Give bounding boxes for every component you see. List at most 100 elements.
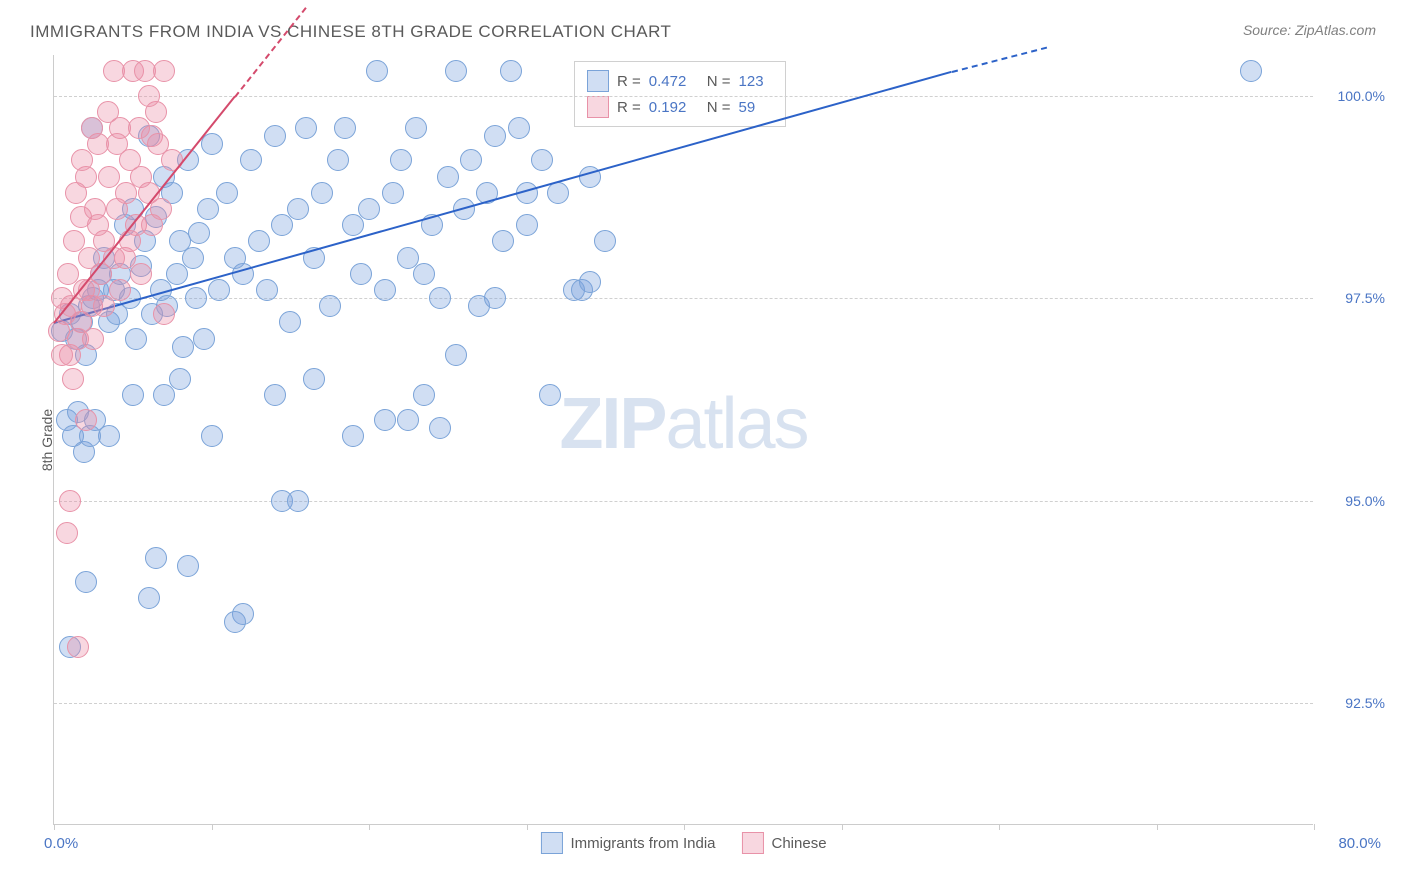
scatter-point (374, 409, 396, 431)
scatter-point (539, 384, 561, 406)
scatter-point (484, 287, 506, 309)
scatter-point (59, 490, 81, 512)
scatter-point (413, 263, 435, 285)
scatter-point (193, 328, 215, 350)
legend-r-label: R = (617, 99, 641, 116)
scatter-point (109, 279, 131, 301)
scatter-point (374, 279, 396, 301)
legend-swatch (587, 96, 609, 118)
x-tick (842, 824, 843, 830)
scatter-point (172, 336, 194, 358)
gridline (54, 703, 1313, 704)
y-axis-label: 8th Grade (39, 408, 55, 470)
scatter-point (366, 60, 388, 82)
scatter-point (264, 125, 286, 147)
scatter-point (169, 368, 191, 390)
scatter-point (216, 182, 238, 204)
scatter-point (342, 425, 364, 447)
scatter-point (350, 263, 372, 285)
scatter-point (303, 368, 325, 390)
scatter-point (334, 117, 356, 139)
scatter-point (119, 230, 141, 252)
scatter-point (65, 182, 87, 204)
gridline (54, 298, 1313, 299)
scatter-point (327, 149, 349, 171)
scatter-point (342, 214, 364, 236)
scatter-point (93, 295, 115, 317)
scatter-point (188, 222, 210, 244)
scatter-point (97, 101, 119, 123)
source-label: Source: ZipAtlas.com (1243, 22, 1376, 38)
legend-row: R =0.192N =59 (587, 94, 773, 120)
scatter-point (579, 271, 601, 293)
scatter-point (1240, 60, 1262, 82)
scatter-point (197, 198, 219, 220)
scatter-point (594, 230, 616, 252)
scatter-point (397, 409, 419, 431)
legend-row: R =0.472N =123 (587, 68, 773, 94)
scatter-point (492, 230, 514, 252)
scatter-point (531, 149, 553, 171)
scatter-point (153, 384, 175, 406)
x-tick (1314, 824, 1315, 830)
scatter-point (295, 117, 317, 139)
y-tick-label: 92.5% (1345, 695, 1385, 711)
scatter-point (429, 287, 451, 309)
x-tick (684, 824, 685, 830)
scatter-point (279, 311, 301, 333)
x-tick (999, 824, 1000, 830)
scatter-point (125, 328, 147, 350)
trend-line-extension (234, 7, 306, 97)
series-legend-label: Immigrants from India (570, 835, 715, 852)
scatter-point (319, 295, 341, 317)
scatter-point (75, 571, 97, 593)
scatter-point (358, 198, 380, 220)
scatter-point (138, 85, 160, 107)
legend-swatch (540, 832, 562, 854)
scatter-point (413, 384, 435, 406)
scatter-point (248, 230, 270, 252)
scatter-point (106, 133, 128, 155)
scatter-point (500, 60, 522, 82)
scatter-point (390, 149, 412, 171)
stats-legend: R =0.472N =123R =0.192N =59 (574, 61, 786, 127)
scatter-point (516, 214, 538, 236)
legend-r-label: R = (617, 73, 641, 90)
legend-swatch (587, 70, 609, 92)
scatter-point (122, 384, 144, 406)
chart-title: IMMIGRANTS FROM INDIA VS CHINESE 8TH GRA… (30, 22, 671, 42)
scatter-point (153, 303, 175, 325)
trend-line (54, 71, 952, 324)
scatter-point (382, 182, 404, 204)
scatter-point (287, 490, 309, 512)
y-tick-label: 100.0% (1338, 88, 1385, 104)
chart-plot-area: 8th Grade ZIPatlas R =0.472N =123R =0.19… (53, 55, 1313, 825)
watermark: ZIPatlas (559, 383, 807, 465)
legend-r-value: 0.472 (649, 73, 699, 90)
scatter-point (208, 279, 230, 301)
scatter-point (51, 344, 73, 366)
scatter-point (508, 117, 530, 139)
scatter-point (56, 522, 78, 544)
scatter-point (240, 149, 262, 171)
scatter-point (71, 149, 93, 171)
y-tick-label: 95.0% (1345, 493, 1385, 509)
legend-swatch (742, 832, 764, 854)
legend-n-label: N = (707, 73, 731, 90)
gridline (54, 501, 1313, 502)
scatter-point (445, 344, 467, 366)
scatter-point (130, 263, 152, 285)
scatter-point (153, 60, 175, 82)
x-tick (1157, 824, 1158, 830)
scatter-point (445, 60, 467, 82)
scatter-point (460, 149, 482, 171)
scatter-point (82, 328, 104, 350)
x-tick (212, 824, 213, 830)
series-legend-item: Chinese (742, 832, 827, 854)
scatter-point (62, 368, 84, 390)
scatter-point (405, 117, 427, 139)
x-axis-min-label: 0.0% (44, 835, 78, 852)
scatter-point (147, 133, 169, 155)
scatter-point (115, 182, 137, 204)
scatter-point (98, 425, 120, 447)
